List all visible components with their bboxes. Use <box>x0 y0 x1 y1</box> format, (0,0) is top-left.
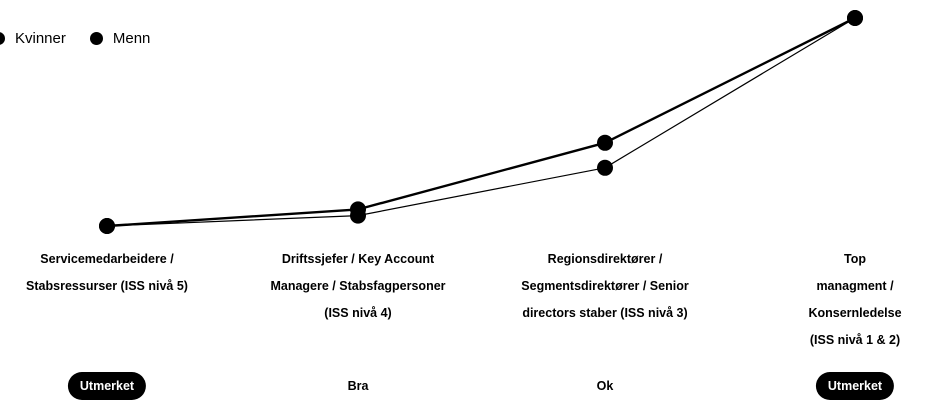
category-label-driftssjefer: Driftssjefer / Key Account Managere / St… <box>270 252 446 320</box>
series-line-kvinner <box>106 17 856 227</box>
rating-badge-top-management: Utmerket <box>815 372 895 400</box>
legend-label-kvinner: Kvinner <box>15 30 66 47</box>
data-point-kvinner-2 <box>597 159 613 176</box>
data-point-menn-0 <box>99 218 115 234</box>
category-label-regionsdirektorer: Regionsdirektører / Segmentsdirektører /… <box>521 252 689 320</box>
chart-legend: Kvinner Menn <box>0 30 164 47</box>
legend-dot-kvinner <box>0 32 5 45</box>
rating-badge-regionsdirektorer: Ok <box>596 379 614 393</box>
category-label-service: Servicemedarbeidere / Stabsressurser (IS… <box>26 252 188 293</box>
series-line-menn <box>106 16 856 228</box>
rating-badge-driftssjefer: Bra <box>347 379 369 393</box>
category-label-top-management: Top managment / Konsernledelse (ISS nivå… <box>808 252 902 347</box>
data-point-menn-3 <box>847 10 863 26</box>
rating-badge-service: Utmerket <box>67 372 147 400</box>
data-point-menn-1 <box>350 201 366 218</box>
legend-item-menn: Menn <box>89 30 151 47</box>
legend-label-menn: Menn <box>112 30 151 47</box>
legend-item-kvinner: Kvinner <box>0 30 66 47</box>
data-point-menn-2 <box>597 134 613 151</box>
legend-dot-menn <box>89 32 103 45</box>
